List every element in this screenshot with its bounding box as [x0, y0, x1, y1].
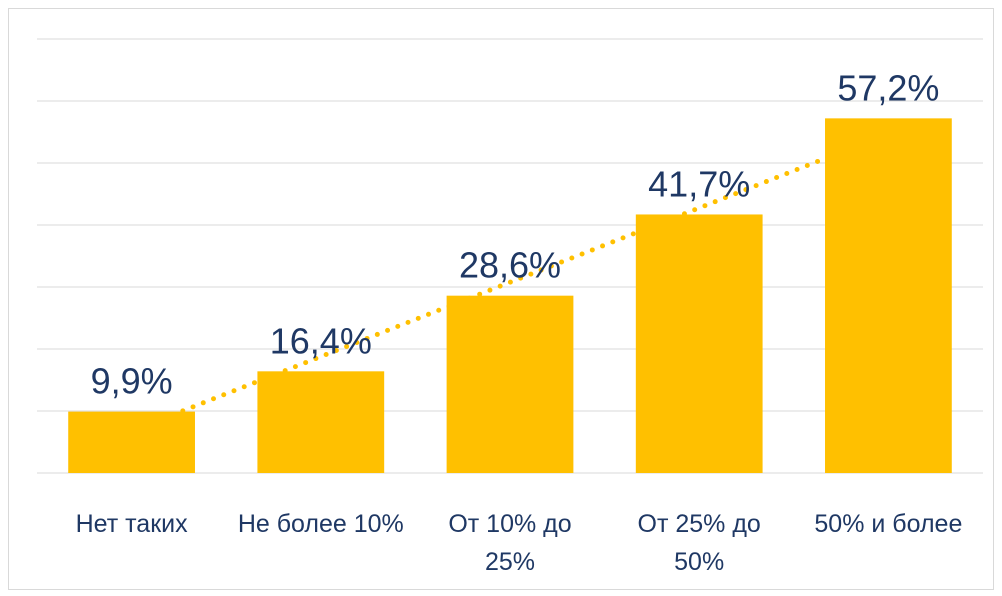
data-label: 57,2% [837, 67, 939, 108]
x-tick-label: От 10% до 25% [448, 510, 572, 576]
x-tick-label: 50% и более [814, 510, 963, 538]
x-tick-label: Нет таких [75, 510, 188, 538]
data-label: 16,4% [270, 320, 372, 361]
bar [635, 214, 763, 473]
x-tick-label: Не более 10% [237, 510, 404, 538]
trendline [129, 131, 891, 434]
data-label: 41,7% [648, 163, 750, 204]
bar [68, 411, 195, 473]
bar [446, 295, 574, 473]
bar [257, 371, 385, 473]
chart-border [8, 8, 994, 590]
data-label: 28,6% [459, 245, 561, 286]
bar [825, 118, 952, 474]
data-label: 9,9% [91, 361, 173, 402]
x-tick-label: От 25% до 50% [637, 510, 761, 576]
